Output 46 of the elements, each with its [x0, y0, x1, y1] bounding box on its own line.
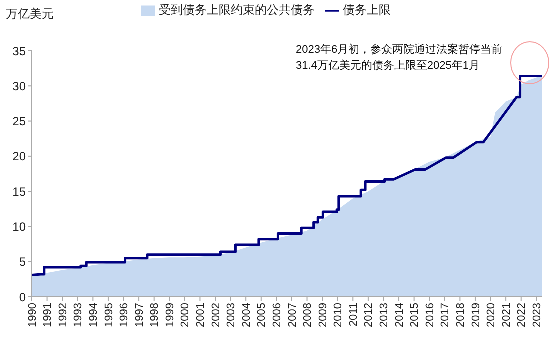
x-tick-label: 1991	[42, 303, 54, 328]
x-tick-label: 2023	[531, 303, 544, 328]
x-tick-label: 2005	[256, 303, 268, 328]
x-tick-label: 2002	[210, 303, 222, 328]
x-tick-label: 1993	[72, 303, 85, 328]
x-tick-label: 1994	[88, 303, 100, 328]
x-tick-label: 2013	[378, 303, 391, 328]
y-tick-label: 30	[12, 79, 26, 94]
x-tick-label: 2018	[454, 303, 467, 328]
y-tick-label: 5	[19, 255, 26, 270]
annotation: 2023年6月初，参众两院通过法案暂停当前31.4万亿美元的债务上限至2025年1月	[296, 42, 504, 74]
x-tick-label: 2015	[409, 303, 422, 328]
x-tick-label: 2010	[332, 303, 345, 328]
y-tick-label: 20	[12, 150, 26, 164]
x-tick-label: 2003	[226, 303, 238, 328]
legend-label: 受到债务上限约束的公共债务	[159, 3, 315, 17]
y-tick-label: 10	[12, 220, 26, 234]
x-tick-label: 2009	[317, 303, 330, 328]
y-axis-title: 万亿美元	[6, 6, 54, 23]
x-tick-label: 2008	[302, 303, 314, 328]
x-tick-label: 2016	[424, 303, 436, 328]
x-tick-label: 1996	[118, 303, 131, 328]
x-tick-label: 1992	[57, 303, 70, 328]
x-tick-label: 1990	[26, 303, 39, 328]
y-tick-label: 25	[12, 114, 26, 129]
y-tick-label: 15	[12, 184, 26, 199]
x-tick-label: 1999	[164, 303, 176, 328]
x-tick-label: 1995	[103, 303, 116, 328]
x-tick-label: 2001	[195, 303, 208, 328]
x-tick-label: 1998	[149, 303, 162, 328]
x-tick-label: 2020	[486, 303, 498, 328]
x-tick-label: 2022	[516, 303, 528, 328]
x-tick-label: 2006	[271, 303, 284, 328]
y-tick-label: 0	[19, 290, 26, 304]
x-tick-label: 2007	[286, 303, 299, 328]
x-tick-label: 2000	[180, 303, 192, 328]
x-tick-label: 2012	[363, 303, 376, 328]
x-tick-label: 2004	[240, 303, 253, 328]
legend-label: 债务上限	[343, 3, 391, 17]
x-tick-label: 2011	[348, 303, 360, 327]
x-tick-label: 2021	[500, 303, 513, 328]
y-tick-label: 35	[12, 44, 26, 58]
x-tick-label: 2014	[394, 303, 406, 328]
x-tick-label: 2019	[470, 303, 482, 328]
x-tick-label: 1997	[134, 303, 146, 328]
x-tick-label: 2017	[440, 303, 452, 328]
